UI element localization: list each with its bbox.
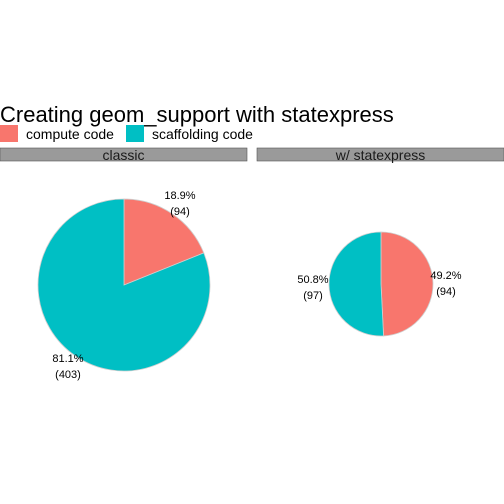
facet-classic: classic 18.9% (94) 81.1% (403) (0, 147, 248, 381)
legend-label-compute-code: compute code (26, 126, 114, 142)
legend-swatch-compute-code (0, 125, 18, 142)
pie-classic: 18.9% (94) 81.1% (403) (37, 190, 211, 381)
slice-percent-label: 18.9% (164, 190, 195, 202)
slice-count-label: (94) (170, 206, 190, 218)
chart-title: Creating geom_support with statexpress (0, 102, 394, 127)
facet-label-statexpress: w/ statexpress (335, 147, 425, 163)
facet-label-classic: classic (102, 147, 144, 163)
slice-percent-label: 81.1% (52, 353, 83, 365)
pie-slice-w-statexpress-compute-code (380, 231, 434, 337)
slice-count-label: (94) (436, 286, 456, 298)
facet-strip-statexpress (256, 147, 504, 162)
legend: compute code scaffolding code (0, 125, 253, 142)
slice-percent-label: 50.8% (297, 274, 328, 286)
facet-strip-classic (0, 147, 248, 162)
legend-swatch-scaffolding-code (126, 125, 144, 142)
slice-percent-label: 49.2% (430, 270, 461, 282)
legend-label-scaffolding-code: scaffolding code (152, 126, 253, 142)
pie-slice-w-statexpress-scaffolding-code (328, 231, 384, 337)
pie-slice-classic-scaffolding-code (37, 198, 211, 372)
facet-statexpress: w/ statexpress 49.2% (94) 50.8% (97) (256, 147, 504, 337)
slice-count-label: (97) (303, 290, 323, 302)
pie-statexpress: 49.2% (94) 50.8% (97) (297, 231, 462, 337)
pie-slice-classic-compute-code (123, 198, 205, 286)
slice-count-label: (403) (55, 369, 81, 381)
